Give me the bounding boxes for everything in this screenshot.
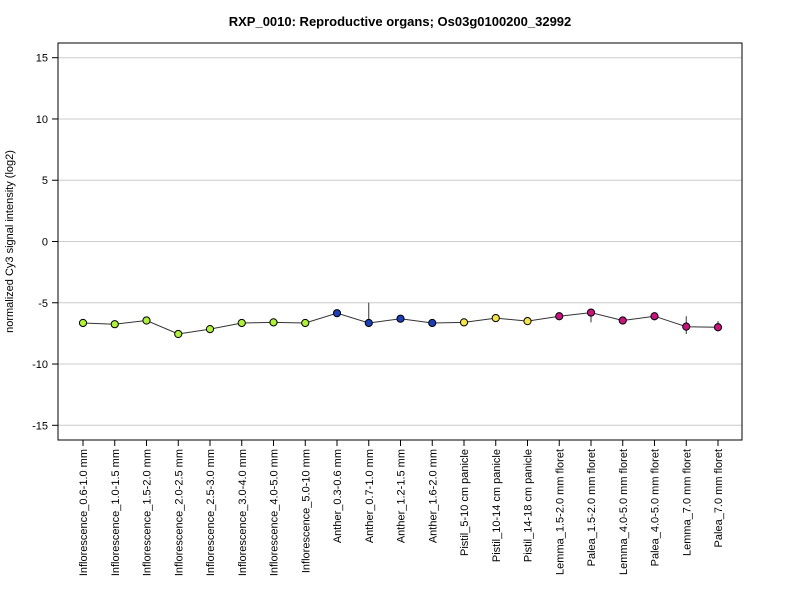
data-point: [428, 318, 437, 328]
data-point: [78, 318, 88, 328]
data-point: [586, 308, 596, 317]
y-tick-label: 5: [42, 175, 48, 187]
x-tick-label: Inflorescence_5.0-10 mm: [300, 449, 312, 573]
x-tick-label: Lemma_1.5-2.0 mm floret: [554, 449, 566, 575]
x-axis: Inflorescence_0.6-1.0 mm Inflorescence_1.…: [78, 440, 725, 576]
x-tick-label: Anther_1.6-2.0 mm: [427, 449, 439, 543]
x-tick-label: Inflorescence_2.0-2.5 mm: [173, 449, 185, 576]
x-tick-label: Lemma_4.0-5.0 mm floret: [618, 449, 630, 575]
y-tick-label: 10: [36, 114, 48, 126]
data-point: [491, 313, 500, 323]
x-tick-label: Palea_7.0 mm floret: [713, 449, 725, 547]
data-point: [523, 317, 532, 326]
x-tick-label: Anther_1.2-1.5 mm: [396, 449, 408, 543]
series: [78, 302, 723, 339]
x-tick-label: Anther_0.3-0.6 mm: [332, 449, 344, 543]
data-point: [713, 323, 723, 332]
x-tick-label: Inflorescence_1.5-2.0 mm: [142, 449, 154, 576]
data-point: [237, 318, 246, 328]
data-point: [174, 329, 183, 339]
chart-title: RXP_0010: Reproductive organs; Os03g0100…: [229, 14, 572, 29]
data-point: [618, 316, 627, 325]
x-tick-label: Pistil_10-14 cm panicle: [491, 449, 503, 562]
data-point: [459, 318, 469, 327]
data-point: [650, 312, 659, 321]
data-point: [110, 320, 119, 329]
data-point: [332, 309, 342, 318]
x-tick-label: Palea_1.5-2.0 mm floret: [586, 449, 598, 566]
data-point: [205, 325, 215, 334]
gridlines: [58, 57, 742, 426]
x-tick-label: Inflorescence_1.0-1.5 mm: [110, 449, 122, 576]
x-tick-label: Pistil_14-18 cm panicle: [523, 449, 535, 562]
x-tick-label: Lemma_7.0 mm floret: [681, 449, 693, 556]
y-tick-label: 0: [42, 237, 48, 249]
data-point: [682, 322, 691, 331]
y-axis-label: normalized Cy3 signal intensity (log2): [4, 150, 16, 333]
y-tick-label: -5: [38, 298, 48, 310]
x-tick-label: Inflorescence_4.0-5.0 mm: [269, 449, 281, 576]
x-tick-label: Palea_4.0-5.0 mm floret: [650, 449, 662, 566]
x-tick-label: Inflorescence_2.5-3.0 mm: [205, 449, 217, 576]
data-point: [364, 318, 373, 328]
data-point: [301, 318, 310, 328]
x-tick-label: Inflorescence_0.6-1.0 mm: [78, 449, 90, 576]
data-point: [142, 316, 151, 325]
data-point: [555, 312, 564, 321]
data-point: [269, 318, 278, 327]
x-tick-label: Pistil_5-10 cm panicle: [459, 449, 471, 556]
y-axis: -15 -10 -5 0 5 10 15: [32, 53, 58, 432]
y-tick-label: -10: [32, 359, 48, 371]
y-tick-label: -15: [32, 420, 48, 432]
x-tick-label: Inflorescence_3.0-4.0 mm: [237, 449, 249, 576]
data-point: [396, 314, 405, 323]
y-tick-label: 15: [36, 53, 48, 65]
x-tick-label: Anther_0.7-1.0 mm: [364, 449, 376, 543]
